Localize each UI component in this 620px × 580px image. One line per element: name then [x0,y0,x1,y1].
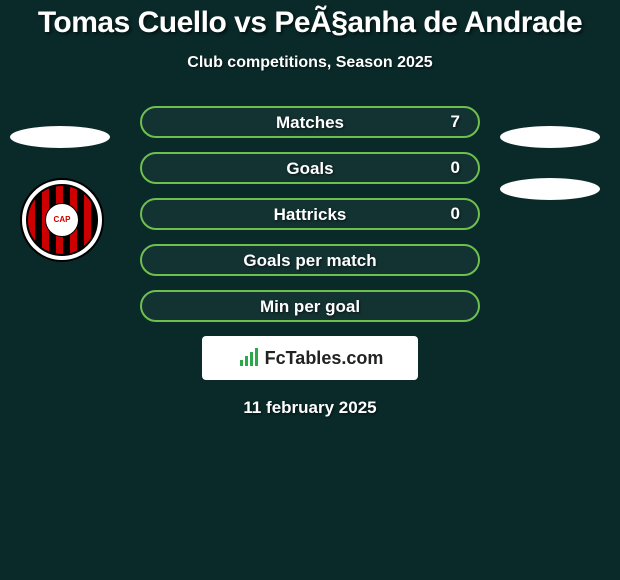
stat-row-min-per-goal: Min per goal [140,290,480,322]
club-badge: CAP [20,178,104,262]
player-left-ellipse [10,126,110,148]
stat-value: 0 [451,204,460,224]
stat-value: 7 [451,112,460,132]
stat-row-goals-per-match: Goals per match [140,244,480,276]
stat-label: Goals per match [243,252,376,269]
stat-row-matches: Matches 7 [140,106,480,138]
club-badge-center: CAP [45,203,79,237]
stat-label: Hattricks [274,206,347,223]
bar-chart-icon [237,346,261,370]
stat-label: Matches [276,114,344,131]
brand-text: FcTables.com [265,348,384,369]
club-badge-stripes: CAP [26,184,98,256]
stat-row-goals: Goals 0 [140,152,480,184]
stat-value: 0 [451,158,460,178]
page-title: Tomas Cuello vs PeÃ§anha de Andrade [0,0,620,40]
stat-row-hattricks: Hattricks 0 [140,198,480,230]
stat-label: Goals [286,160,333,177]
stat-label: Min per goal [260,298,360,315]
player-right-ellipse-1 [500,126,600,148]
date-text: 11 february 2025 [0,398,620,418]
brand-box: FcTables.com [202,336,418,380]
subtitle: Club competitions, Season 2025 [0,54,620,72]
player-right-ellipse-2 [500,178,600,200]
